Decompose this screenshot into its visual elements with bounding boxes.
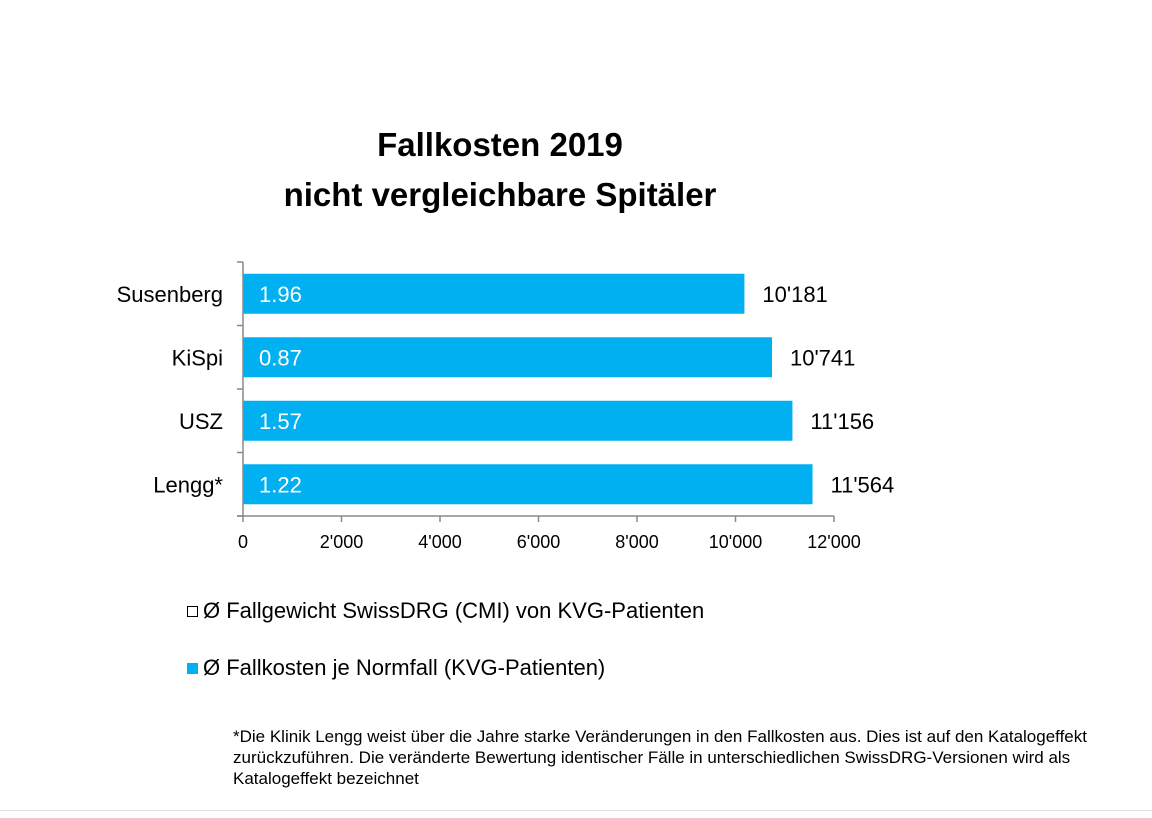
x-tick-label: 0	[238, 532, 248, 552]
bar-inner-label: 0.87	[259, 345, 302, 370]
bar-value-label: 10'181	[762, 282, 827, 307]
category-label: KiSpi	[172, 345, 223, 370]
footnote: *Die Klinik Lengg weist über die Jahre s…	[233, 727, 1087, 788]
bar	[243, 273, 745, 314]
bar-inner-label: 1.96	[259, 282, 302, 307]
bar-value-label: 10'741	[790, 345, 855, 370]
x-tick-label: 2'000	[320, 532, 363, 552]
legend-label-cmi: Ø Fallgewicht SwissDRG (CMI) von KVG-Pat…	[203, 598, 705, 623]
bar	[243, 464, 813, 505]
x-tick-label: 8'000	[615, 532, 658, 552]
legend-item-fallkosten: Ø Fallkosten je Normfall (KVG-Patienten)	[187, 655, 605, 681]
bar-value-label: 11'564	[831, 472, 895, 497]
x-tick-label: 10'000	[709, 532, 763, 552]
legend-swatch-cmi	[187, 605, 198, 617]
chart-title-line2: nicht vergleichbare Spitäler	[283, 176, 717, 213]
category-label: Lengg*	[153, 472, 223, 497]
bar-value-label: 11'156	[810, 409, 874, 434]
x-tick-label: 6'000	[517, 532, 560, 552]
bar	[243, 337, 772, 378]
legend-swatch-fallkosten	[187, 662, 198, 674]
legend-label-fallkosten: Ø Fallkosten je Normfall (KVG-Patienten)	[203, 655, 606, 680]
bar	[243, 400, 793, 441]
chart-title-line1: Fallkosten 2019	[377, 126, 623, 163]
bar-inner-label: 1.57	[259, 409, 302, 434]
legend-item-cmi: Ø Fallgewicht SwissDRG (CMI) von KVG-Pat…	[187, 598, 704, 624]
category-label: USZ	[179, 409, 223, 434]
x-tick-label: 12'000	[807, 532, 861, 552]
x-tick-label: 4'000	[418, 532, 461, 552]
bar-chart: 1.96 10'181 Susenberg 0.87 10'741 KiSpi 1.57 11…	[117, 261, 895, 552]
divider	[0, 810, 1152, 811]
category-label: Susenberg	[117, 282, 223, 307]
bar-inner-label: 1.22	[259, 472, 302, 497]
